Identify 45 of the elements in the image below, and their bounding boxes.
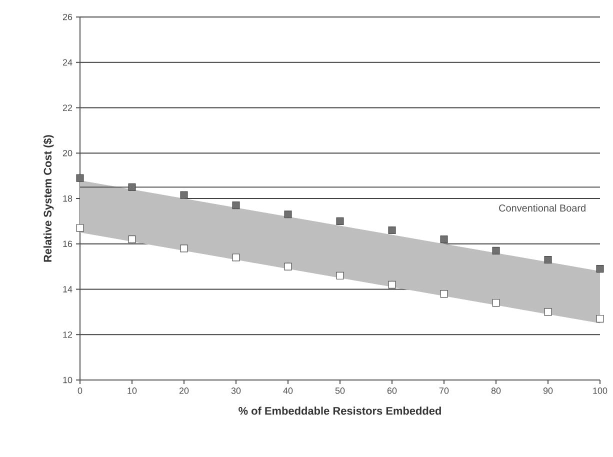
point [440, 290, 448, 298]
point [232, 254, 240, 262]
point [76, 224, 84, 232]
point [284, 210, 292, 218]
y-axis-title: Relative System Cost ($) [43, 135, 54, 262]
point [544, 308, 552, 316]
point [440, 236, 448, 244]
x-tick-label: 40 [283, 388, 293, 394]
y-tick-label: 24 [62, 59, 72, 66]
x-tick-label: 20 [179, 388, 189, 394]
x-tick-label: 80 [491, 388, 501, 394]
x-tick-label: 30 [231, 388, 241, 394]
point [544, 256, 552, 264]
point [492, 299, 500, 307]
x-tick-label: 0 [78, 388, 82, 394]
point [492, 246, 500, 254]
x-tick-label: 50 [335, 388, 345, 394]
point [284, 262, 292, 270]
y-tick-label: 18 [63, 195, 72, 202]
y-tick-label: 26 [62, 14, 72, 20]
x-tick-label: 70 [439, 388, 449, 394]
x-tick-label: 90 [543, 388, 553, 394]
point [128, 236, 136, 244]
y-tick-label: 22 [62, 104, 72, 111]
point [388, 280, 396, 288]
y-tick-label: 12 [63, 331, 72, 338]
point [336, 272, 344, 280]
y-tick-label: 20 [62, 150, 72, 156]
point [596, 314, 604, 323]
x-tick-label: 100 [593, 388, 608, 394]
x-tick-label: 60 [387, 388, 397, 394]
x-tick-label: 10 [128, 388, 137, 394]
y-tick-label: 16 [63, 240, 72, 248]
point [76, 174, 84, 182]
point [336, 217, 344, 225]
x-axis-title: % of Embeddable Resistors Embedded [238, 406, 441, 415]
point [596, 265, 604, 273]
point [180, 244, 188, 252]
point [232, 202, 240, 210]
point [388, 226, 396, 234]
y-tick-label: 10 [63, 376, 72, 384]
ref-line-label: Conventional Board [499, 204, 586, 212]
point [128, 183, 136, 191]
y-tick-label: 14 [63, 286, 72, 292]
point [180, 191, 188, 199]
